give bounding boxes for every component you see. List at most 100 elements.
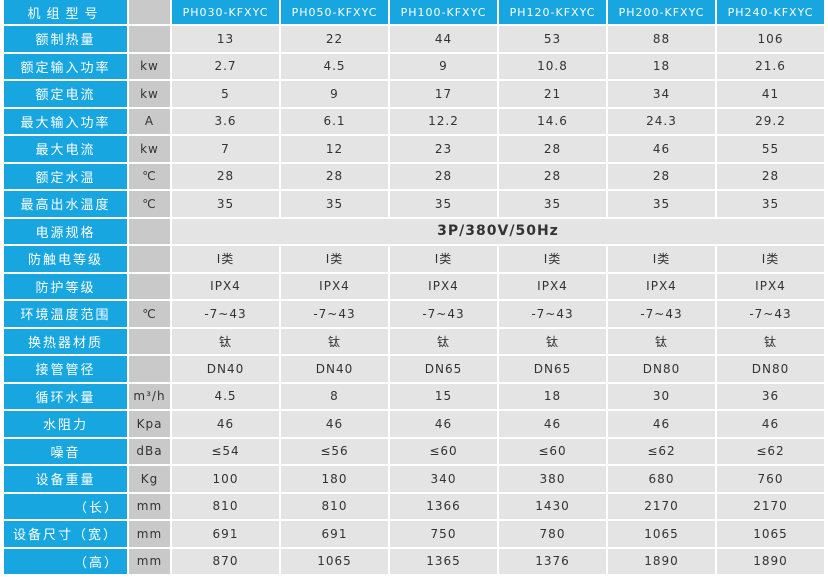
row-value: 21 bbox=[499, 81, 606, 107]
row-value: 760 bbox=[717, 466, 824, 492]
model-header: PH120-KFXYC bbox=[499, 0, 606, 24]
row-value: 810 bbox=[281, 493, 388, 519]
row-value: 106 bbox=[717, 26, 824, 52]
row-value: 29.2 bbox=[717, 108, 824, 134]
row-value: 1366 bbox=[390, 493, 497, 519]
row-value: 钛 bbox=[281, 328, 388, 354]
row-value: Ⅰ类 bbox=[717, 246, 824, 272]
row-label: 防护等级 bbox=[4, 273, 127, 299]
row-value: 35 bbox=[172, 191, 279, 217]
row-value: 15 bbox=[390, 383, 497, 409]
row-unit: mm bbox=[129, 521, 170, 547]
table-row: 设备尺寸（宽） mm 691 691 750 780 1065 1065 bbox=[4, 521, 824, 547]
row-value: DN65 bbox=[390, 356, 497, 382]
row-value: 1065 bbox=[608, 521, 715, 547]
row-unit bbox=[129, 218, 170, 244]
row-value: 1065 bbox=[717, 521, 824, 547]
row-value: 1376 bbox=[499, 548, 606, 574]
row-unit: mm bbox=[129, 548, 170, 574]
row-value: ≤56 bbox=[281, 438, 388, 464]
row-unit: kw bbox=[129, 136, 170, 162]
row-value: 340 bbox=[390, 466, 497, 492]
table-row: 最高出水温度 ℃ 35 35 35 35 35 35 bbox=[4, 191, 824, 217]
row-unit: kw bbox=[129, 53, 170, 79]
table-row: 换热器材质钛钛钛钛钛钛 bbox=[4, 328, 824, 354]
row-value: ≤62 bbox=[608, 438, 715, 464]
row-value: 28 bbox=[608, 163, 715, 189]
row-value: 46 bbox=[499, 411, 606, 437]
row-value: 46 bbox=[390, 411, 497, 437]
row-label: 额制热量 bbox=[4, 26, 127, 52]
row-value: Ⅰ类 bbox=[281, 246, 388, 272]
row-value: 6.1 bbox=[281, 108, 388, 134]
row-value: 35 bbox=[499, 191, 606, 217]
row-unit: mm bbox=[129, 493, 170, 519]
row-value: 8 bbox=[281, 383, 388, 409]
row-unit: dBa bbox=[129, 438, 170, 464]
row-value: 780 bbox=[499, 521, 606, 547]
row-unit bbox=[129, 356, 170, 382]
table-row: 额制热量 13 22 44 53 88 106 bbox=[4, 26, 824, 52]
row-value-span: 3P/380V/50Hz bbox=[172, 218, 824, 244]
row-unit: ℃ bbox=[129, 301, 170, 327]
header-label: 机组型号 bbox=[4, 0, 127, 24]
row-value: 46 bbox=[608, 136, 715, 162]
row-label: 接管管径 bbox=[4, 356, 127, 382]
row-value: 46 bbox=[608, 411, 715, 437]
row-value: -7~43 bbox=[281, 301, 388, 327]
row-value: 4.5 bbox=[172, 383, 279, 409]
row-value: Ⅰ类 bbox=[608, 246, 715, 272]
row-value: 28 bbox=[499, 136, 606, 162]
row-value: -7~43 bbox=[172, 301, 279, 327]
row-value: 28 bbox=[499, 163, 606, 189]
table-row: 水阻力 Kpa 46 46 46 46 46 46 bbox=[4, 411, 824, 437]
table-row: 额定输入功率 kw 2.7 4.5 9 10.8 18 21.6 bbox=[4, 53, 824, 79]
model-header: PH240-KFXYC bbox=[717, 0, 824, 24]
model-header: PH050-KFXYC bbox=[281, 0, 388, 24]
row-unit: Kpa bbox=[129, 411, 170, 437]
row-unit bbox=[129, 246, 170, 272]
row-value: Ⅰ类 bbox=[390, 246, 497, 272]
row-value: 88 bbox=[608, 26, 715, 52]
row-value: 810 bbox=[172, 493, 279, 519]
row-unit bbox=[129, 328, 170, 354]
row-value: 1365 bbox=[390, 548, 497, 574]
row-value: 18 bbox=[499, 383, 606, 409]
row-label: 换热器材质 bbox=[4, 328, 127, 354]
row-value: 35 bbox=[608, 191, 715, 217]
row-value: 28 bbox=[172, 163, 279, 189]
row-value: 2170 bbox=[608, 493, 715, 519]
table-row: 噪音 dBa ≤54 ≤56 ≤60 ≤60 ≤62 ≤62 bbox=[4, 438, 824, 464]
table-row: 最大输入功率 A 3.6 6.1 12.2 14.6 24.3 29.2 bbox=[4, 108, 824, 134]
row-value: 28 bbox=[390, 163, 497, 189]
row-value: IPX4 bbox=[390, 273, 497, 299]
table-row: 环境温度范围 ℃ -7~43 -7~43 -7~43 -7~43 -7~43 -7~43 bbox=[4, 301, 824, 327]
row-label: 环境温度范围 bbox=[4, 301, 127, 327]
row-value: 691 bbox=[172, 521, 279, 547]
row-label: 最大输入功率 bbox=[4, 108, 127, 134]
row-value: 870 bbox=[172, 548, 279, 574]
row-value: 44 bbox=[390, 26, 497, 52]
header-unit bbox=[129, 0, 170, 24]
row-value: 24.3 bbox=[608, 108, 715, 134]
row-value: 100 bbox=[172, 466, 279, 492]
row-label: 额定电流 bbox=[4, 81, 127, 107]
row-value: -7~43 bbox=[390, 301, 497, 327]
row-value: 1890 bbox=[717, 548, 824, 574]
row-value: 34 bbox=[608, 81, 715, 107]
row-value: 钛 bbox=[717, 328, 824, 354]
row-value: 55 bbox=[717, 136, 824, 162]
row-value: IPX4 bbox=[717, 273, 824, 299]
row-value: 钛 bbox=[390, 328, 497, 354]
row-value: Ⅰ类 bbox=[499, 246, 606, 272]
row-label: 最高出水温度 bbox=[4, 191, 127, 217]
row-value: ≤62 bbox=[717, 438, 824, 464]
row-value: 46 bbox=[281, 411, 388, 437]
row-value: ≤60 bbox=[390, 438, 497, 464]
row-label: （长） bbox=[4, 493, 127, 519]
row-label: 电源规格 bbox=[4, 218, 127, 244]
row-value: 5 bbox=[172, 81, 279, 107]
table-row: 循环水量 m³/h 4.5 8 15 18 30 36 bbox=[4, 383, 824, 409]
row-value: 2.7 bbox=[172, 53, 279, 79]
row-value: 1890 bbox=[608, 548, 715, 574]
